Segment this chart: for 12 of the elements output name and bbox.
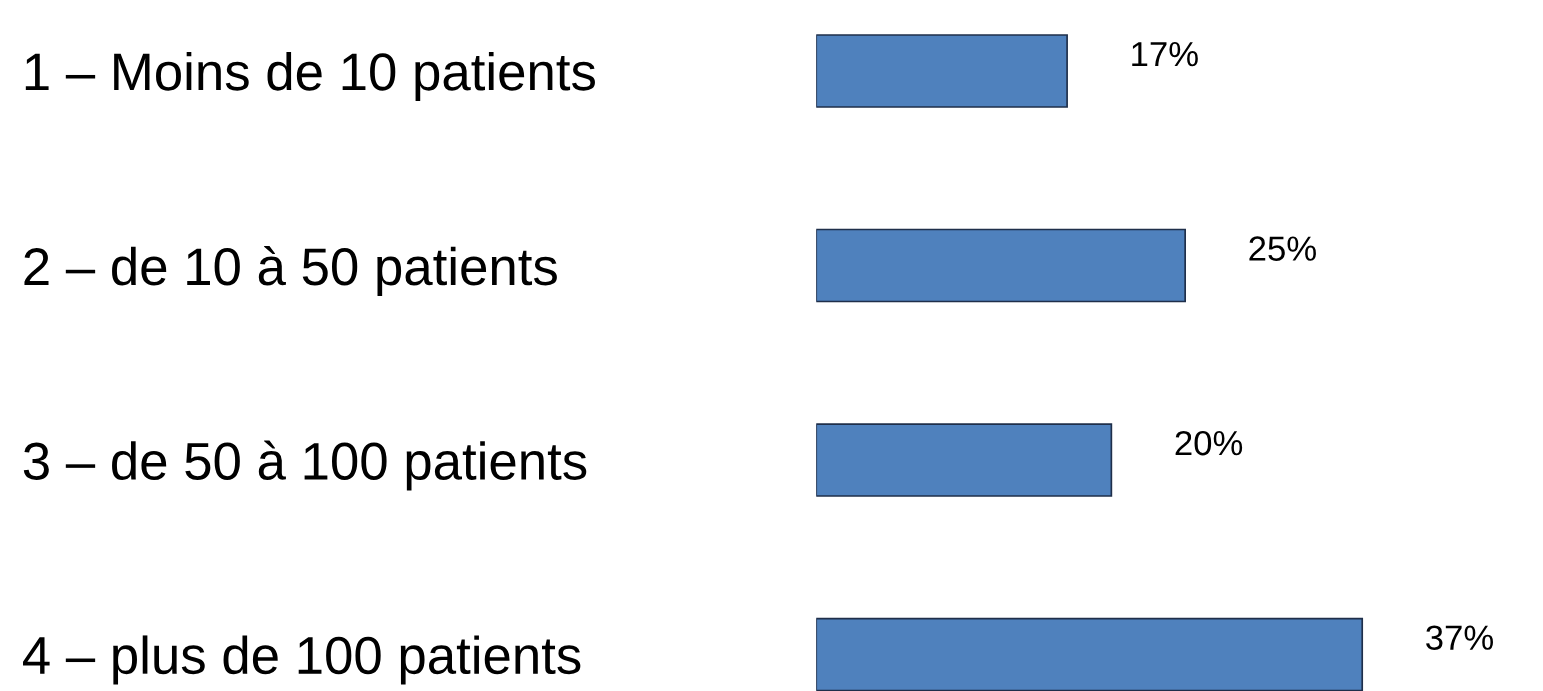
bar: [816, 34, 1068, 108]
data-label: 17%: [1132, 42, 1198, 67]
bar: [816, 423, 1113, 497]
data-label: 37%: [1426, 625, 1493, 650]
bar: [816, 228, 1186, 303]
bar: [816, 617, 1364, 691]
y-tick-label: 2 – de 10 à 50 patients: [24, 246, 557, 296]
y-tick-label: 4 – plus de 100 patients: [23, 635, 581, 685]
data-label: 20%: [1175, 430, 1243, 456]
y-tick-label: 3 – de 50 à 100 patients: [23, 440, 587, 491]
data-label: 25%: [1249, 236, 1316, 261]
y-tick-label: 1 – Moins de 10 patients: [25, 51, 595, 102]
